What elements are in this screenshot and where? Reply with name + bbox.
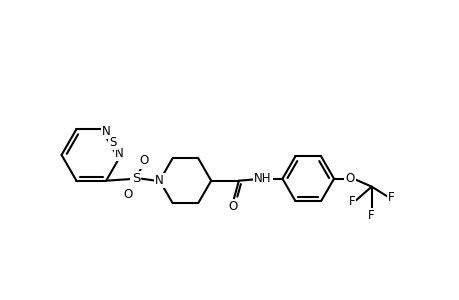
Text: S: S <box>109 136 116 149</box>
Text: O: O <box>228 200 237 213</box>
Text: O: O <box>345 172 354 185</box>
Text: N: N <box>102 125 111 138</box>
Text: F: F <box>387 191 394 204</box>
Text: N: N <box>115 147 123 160</box>
Text: O: O <box>123 188 132 201</box>
Text: F: F <box>348 195 354 208</box>
Text: NH: NH <box>253 172 271 185</box>
Text: F: F <box>368 209 374 222</box>
Text: O: O <box>139 154 148 167</box>
Text: N: N <box>155 174 164 187</box>
Text: S: S <box>131 172 140 185</box>
